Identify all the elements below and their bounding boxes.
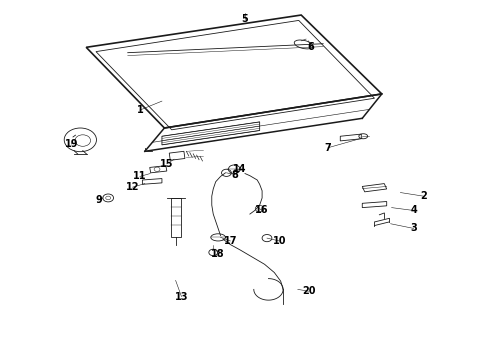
- Text: 12: 12: [126, 182, 139, 192]
- Text: 11: 11: [133, 171, 147, 181]
- Text: 17: 17: [223, 236, 237, 246]
- Text: 3: 3: [410, 224, 417, 233]
- Text: 19: 19: [65, 139, 78, 149]
- Text: 7: 7: [325, 143, 331, 153]
- Text: 20: 20: [302, 286, 315, 296]
- Text: 10: 10: [272, 236, 286, 246]
- Text: 14: 14: [233, 164, 247, 174]
- Text: 9: 9: [95, 195, 102, 205]
- Text: 2: 2: [420, 191, 427, 201]
- Text: 1: 1: [137, 105, 143, 115]
- Text: 15: 15: [160, 159, 173, 169]
- Text: 13: 13: [175, 292, 188, 302]
- Text: 16: 16: [255, 206, 269, 216]
- Text: 8: 8: [232, 170, 239, 180]
- Text: 4: 4: [410, 206, 417, 216]
- Text: 18: 18: [211, 248, 225, 258]
- Text: 6: 6: [308, 42, 315, 52]
- Text: 5: 5: [242, 14, 248, 24]
